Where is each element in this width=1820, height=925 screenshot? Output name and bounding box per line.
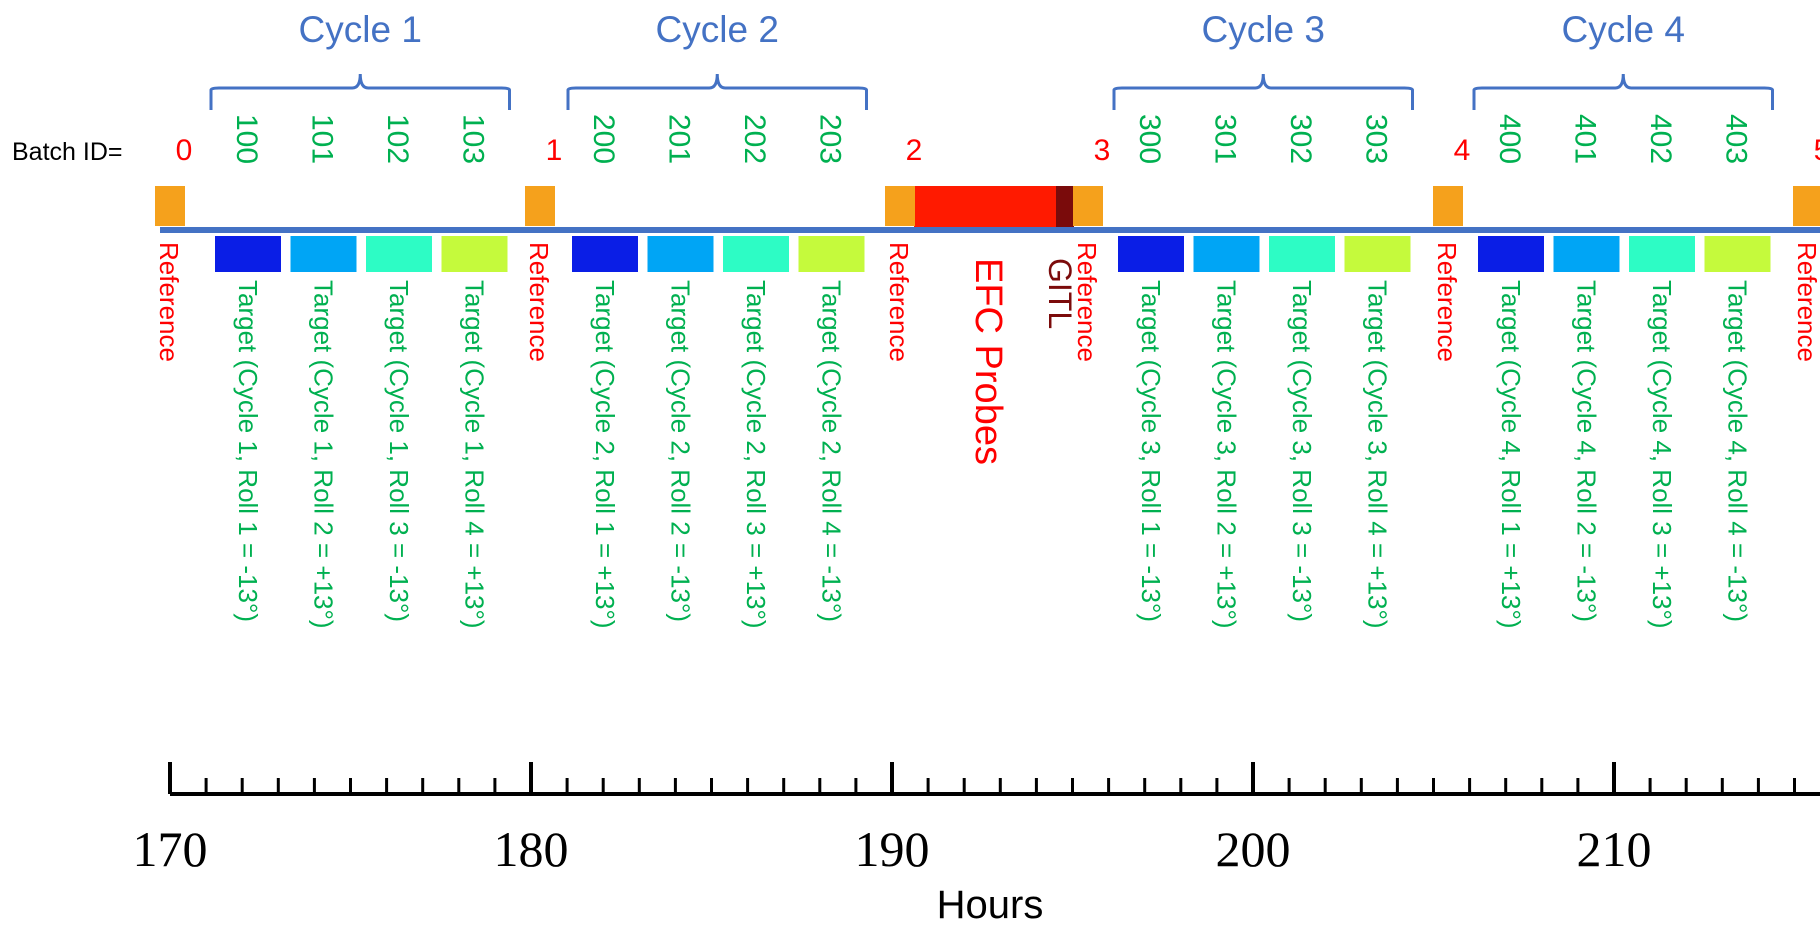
cycle-title-4: Cycle 4	[1562, 9, 1685, 50]
cycle-title-3: Cycle 3	[1202, 9, 1325, 50]
target-block-202	[723, 236, 789, 272]
target-label-403: Target (Cycle 4, Roll 4 = -13°)	[1723, 280, 1753, 622]
reference-batch-id-1: 1	[546, 134, 563, 167]
target-block-403	[1704, 236, 1771, 272]
target-block-300	[1118, 236, 1184, 272]
target-label-402: Target (Cycle 4, Roll 3 = +13°)	[1647, 280, 1677, 629]
axis-tick-label: 190	[855, 821, 930, 877]
references-group: 0 Reference 1 Reference 2 Reference 3 Reference…	[154, 134, 1820, 362]
gitl-bar	[1056, 186, 1074, 228]
target-block-200	[572, 236, 638, 272]
reference-label-3: Reference	[1072, 242, 1102, 362]
target-batch-id-401: 401	[1569, 114, 1602, 164]
target-label-400: Target (Cycle 4, Roll 1 = +13°)	[1496, 280, 1526, 629]
target-batch-id-102: 102	[381, 114, 414, 164]
reference-batch-id-3: 3	[1094, 134, 1111, 167]
target-block-102	[366, 236, 432, 272]
cycles-group: Cycle 1 100 Target (Cycle 1, Roll 1 = -13°…	[209, 9, 1774, 629]
target-block-100	[215, 236, 281, 272]
target-label-101: Target (Cycle 1, Roll 2 = +13°)	[309, 280, 339, 629]
efc-probes-bar	[914, 186, 1056, 228]
reference-label-5: Reference	[1792, 242, 1820, 362]
target-block-400	[1478, 236, 1544, 272]
target-block-103	[441, 236, 508, 272]
target-label-301: Target (Cycle 3, Roll 2 = +13°)	[1212, 280, 1242, 629]
target-batch-id-402: 402	[1644, 114, 1677, 164]
target-label-203: Target (Cycle 2, Roll 4 = -13°)	[817, 280, 847, 622]
reference-batch-id-5: 5	[1814, 134, 1820, 167]
reference-block-5	[1793, 186, 1820, 226]
cycle-bracket-1	[209, 73, 511, 110]
target-label-401: Target (Cycle 4, Roll 2 = -13°)	[1572, 280, 1602, 622]
target-batch-id-201: 201	[663, 114, 696, 164]
reference-block-3	[1073, 186, 1103, 226]
reference-block-0	[155, 186, 185, 226]
target-block-402	[1629, 236, 1695, 272]
target-block-201	[647, 236, 714, 272]
axis-tick-label: 210	[1577, 821, 1652, 877]
cycle-title-2: Cycle 2	[656, 9, 779, 50]
axis-title: Hours	[937, 883, 1044, 925]
target-batch-id-103: 103	[457, 114, 490, 164]
axis-tick-label: 180	[494, 821, 569, 877]
target-batch-id-200: 200	[587, 114, 620, 164]
target-label-200: Target (Cycle 2, Roll 1 = +13°)	[590, 280, 620, 629]
target-batch-id-302: 302	[1284, 114, 1317, 164]
reference-block-1	[525, 186, 555, 226]
target-block-302	[1269, 236, 1335, 272]
reference-label-1: Reference	[524, 242, 554, 362]
target-batch-id-403: 403	[1720, 114, 1753, 164]
reference-block-4	[1433, 186, 1463, 226]
reference-label-4: Reference	[1432, 242, 1462, 362]
hours-axis: 170 180 190 200 210	[133, 762, 1820, 877]
target-batch-id-101: 101	[306, 114, 339, 164]
reference-batch-id-0: 0	[176, 134, 193, 167]
cycle-bracket-3	[1112, 73, 1414, 110]
target-batch-id-300: 300	[1133, 114, 1166, 164]
axis-tick-label: 170	[133, 821, 208, 877]
target-block-301	[1193, 236, 1260, 272]
target-label-100: Target (Cycle 1, Roll 1 = -13°)	[233, 280, 263, 622]
cycle-title-1: Cycle 1	[299, 9, 422, 50]
reference-batch-id-2: 2	[906, 134, 923, 167]
target-label-303: Target (Cycle 3, Roll 4 = +13°)	[1363, 280, 1393, 629]
target-block-401	[1553, 236, 1620, 272]
target-block-203	[798, 236, 865, 272]
efc-probes-label: EFC Probes	[967, 258, 1009, 465]
target-batch-id-303: 303	[1360, 114, 1393, 164]
target-label-103: Target (Cycle 1, Roll 4 = +13°)	[460, 280, 490, 629]
target-label-202: Target (Cycle 2, Roll 3 = +13°)	[741, 280, 771, 629]
target-label-300: Target (Cycle 3, Roll 1 = -13°)	[1136, 280, 1166, 622]
reference-label-0: Reference	[154, 242, 184, 362]
target-block-303	[1344, 236, 1411, 272]
axis-tick-label: 200	[1216, 821, 1291, 877]
target-batch-id-100: 100	[230, 114, 263, 164]
target-label-302: Target (Cycle 3, Roll 3 = -13°)	[1287, 280, 1317, 622]
target-label-201: Target (Cycle 2, Roll 2 = -13°)	[666, 280, 696, 622]
gitl-label: GITL	[1042, 258, 1078, 329]
cycle-bracket-2	[566, 73, 868, 110]
target-batch-id-301: 301	[1209, 114, 1242, 164]
reference-label-2: Reference	[884, 242, 914, 362]
cycle-bracket-4	[1472, 73, 1774, 110]
target-label-102: Target (Cycle 1, Roll 3 = -13°)	[384, 280, 414, 622]
target-batch-id-202: 202	[738, 114, 771, 164]
target-block-101	[290, 236, 357, 272]
target-batch-id-400: 400	[1493, 114, 1526, 164]
reference-batch-id-4: 4	[1454, 134, 1471, 167]
reference-block-2	[885, 186, 915, 226]
target-batch-id-203: 203	[814, 114, 847, 164]
batch-id-label: Batch ID=	[12, 138, 122, 166]
